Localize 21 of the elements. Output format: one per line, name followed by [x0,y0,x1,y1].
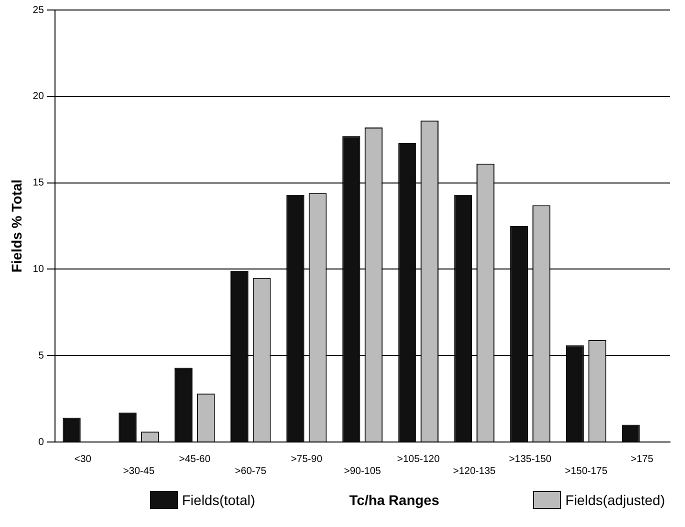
legend-label: Fields(adjusted) [565,492,665,508]
x-axis-title: Tc/ha Ranges [349,492,440,508]
x-tick-label: >120-135 [453,466,496,477]
x-tick-label: >45-60 [179,454,211,465]
x-tick-label: >150-175 [564,466,608,477]
legend-label: Fields(total) [182,492,256,508]
x-tick-label: >75-90 [290,454,323,465]
x-tick-label: >105-120 [397,454,440,465]
y-tick-label: 20 [32,91,44,102]
x-tick-label: >175 [630,454,654,465]
y-tick-label: 10 [32,264,44,275]
x-tick-label: <30 [74,454,92,465]
y-tick-label: 25 [32,4,44,16]
x-tick-label: >60-75 [234,466,267,477]
x-tick-label: >90-105 [344,466,382,477]
y-tick-label: 0 [38,436,44,448]
y-axis-title: Fields % Total [8,179,24,273]
y-tick-label: 5 [38,350,44,362]
x-tick-label: >30-45 [123,466,155,477]
x-tick-label: >135-150 [508,454,552,465]
y-tick-label: 15 [32,178,44,189]
